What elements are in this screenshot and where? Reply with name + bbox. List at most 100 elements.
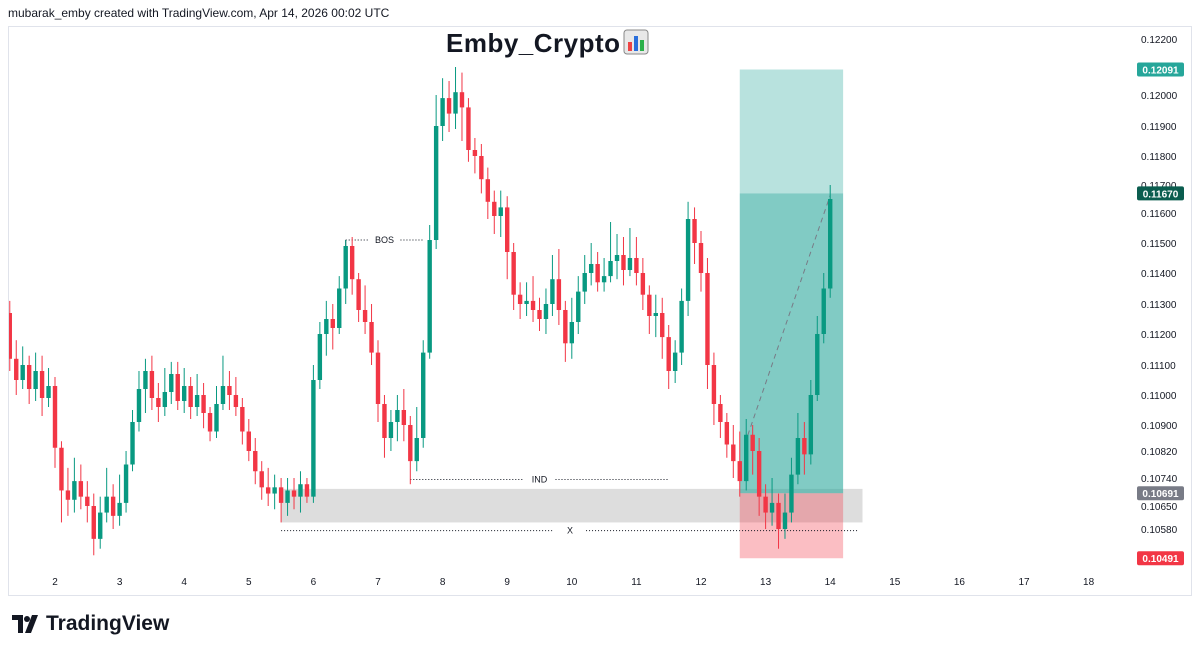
annotation-label-x: X xyxy=(567,526,573,536)
candle-body-23 xyxy=(149,371,155,398)
x-tick-label: 6 xyxy=(311,577,317,588)
tradingview-brand[interactable]: TradingView xyxy=(12,612,169,636)
candle-body-61 xyxy=(395,410,400,422)
position-trend-line xyxy=(747,195,831,436)
y-tick-label: 0.12000 xyxy=(1141,91,1178,102)
candle-body-113 xyxy=(731,444,736,462)
candle-body-48 xyxy=(311,380,316,497)
candle-body-71 xyxy=(459,92,465,108)
candle-body-28 xyxy=(182,386,187,401)
candle-body-64 xyxy=(414,438,419,462)
annotation-label-ind: IND xyxy=(532,475,548,485)
candle-body-53 xyxy=(343,246,348,289)
candle-body-13 xyxy=(85,496,90,506)
price-tag-target xyxy=(1137,62,1184,77)
candle-body-49 xyxy=(317,334,323,380)
candle-body-112 xyxy=(724,422,730,445)
candle-body-96 xyxy=(621,255,626,270)
x-tick-label: 7 xyxy=(375,577,381,588)
candle-body-45 xyxy=(291,490,297,497)
candle-body-120 xyxy=(776,502,781,529)
candle-body-105 xyxy=(679,300,684,353)
candle-body-89 xyxy=(576,291,581,322)
candle-body-20 xyxy=(130,422,135,465)
candle-body-29 xyxy=(188,386,193,407)
candle-body-108 xyxy=(698,243,704,273)
candle-body-32 xyxy=(207,413,213,432)
candle-body-54 xyxy=(349,246,355,280)
candle-body-43 xyxy=(278,487,284,503)
candle-body-3 xyxy=(20,365,25,380)
target-zone-remaining xyxy=(739,69,844,194)
tradingview-logo-icon xyxy=(12,615,38,633)
candle-body-100 xyxy=(647,294,652,316)
price-tag-label-target: 0.12091 xyxy=(1142,66,1179,77)
x-tick-label: 5 xyxy=(246,577,252,588)
candle-body-60 xyxy=(388,422,394,438)
x-tick-label: 10 xyxy=(566,577,578,588)
target-zone-reached xyxy=(739,193,844,494)
candle-body-33 xyxy=(214,404,219,432)
candle-body-52 xyxy=(337,288,342,328)
candle-body-55 xyxy=(356,279,361,310)
y-tick-label: 0.11200 xyxy=(1141,330,1177,341)
candle-body-63 xyxy=(408,425,413,462)
x-tick-label: 9 xyxy=(504,577,510,588)
candle-body-122 xyxy=(789,474,794,513)
y-tick-label: 0.10740 xyxy=(1141,474,1178,485)
candle-body-125 xyxy=(808,395,814,455)
y-tick-label: 0.11500 xyxy=(1141,239,1177,250)
candle-body-11 xyxy=(72,481,77,500)
candle-body-110 xyxy=(711,365,717,404)
chart-credit: mubarak_emby created with TradingView.co… xyxy=(8,6,390,20)
candle-body-7 xyxy=(46,386,51,398)
candle-body-50 xyxy=(324,319,329,334)
y-tick-label: 0.11000 xyxy=(1141,391,1177,402)
candle-body-78 xyxy=(505,207,510,252)
y-tick-label: 0.12200 xyxy=(1141,35,1178,46)
candle-body-65 xyxy=(421,352,426,438)
candle-body-103 xyxy=(666,337,671,371)
y-tick-label: 0.11400 xyxy=(1141,269,1177,280)
x-tick-label: 4 xyxy=(181,577,187,588)
candle-body-12 xyxy=(78,481,84,497)
candle-body-77 xyxy=(498,207,503,216)
x-tick-label: 14 xyxy=(825,577,837,588)
candle-body-92 xyxy=(595,264,600,283)
candle-body-68 xyxy=(440,98,445,126)
candle-body-109 xyxy=(705,273,710,365)
candle-body-127 xyxy=(821,288,826,334)
candle-body-36 xyxy=(233,395,239,407)
candle-body-117 xyxy=(756,451,762,497)
candle-body-38 xyxy=(246,431,251,451)
candle-body-26 xyxy=(169,374,174,392)
price-tag-label-entry: 0.10691 xyxy=(1142,489,1179,500)
candle-body-82 xyxy=(530,300,536,310)
candle-body-67 xyxy=(433,126,439,240)
candle-body-126 xyxy=(815,334,820,395)
candle-body-22 xyxy=(143,371,148,389)
candle-body-72 xyxy=(466,107,471,150)
candle-body-128 xyxy=(828,199,833,289)
candle-body-95 xyxy=(614,255,620,261)
candle-body-56 xyxy=(362,310,368,322)
chart-frame[interactable]: BOSINDX0.122000.120000.119000.118000.117… xyxy=(8,26,1192,596)
price-tag-label-current: 0.11670 xyxy=(1143,189,1179,200)
candle-body-75 xyxy=(485,179,491,202)
candle-body-121 xyxy=(782,512,788,529)
candlestick-chart[interactable]: BOSINDX0.122000.120000.119000.118000.117… xyxy=(9,27,1191,595)
candle-body-39 xyxy=(253,451,258,472)
candle-body-42 xyxy=(272,487,277,494)
candle-body-76 xyxy=(492,201,497,216)
x-tick-label: 12 xyxy=(695,577,707,588)
candle-body-91 xyxy=(588,264,594,273)
candle-body-8 xyxy=(52,386,58,448)
candle-body-18 xyxy=(117,502,122,516)
candle-body-104 xyxy=(672,352,678,371)
candle-body-37 xyxy=(240,407,245,432)
y-tick-label: 0.11100 xyxy=(1141,361,1176,372)
candle-body-19 xyxy=(123,464,129,503)
y-tick-label: 0.10580 xyxy=(1141,525,1178,536)
candle-body-118 xyxy=(763,496,768,513)
candle-body-15 xyxy=(98,512,103,539)
